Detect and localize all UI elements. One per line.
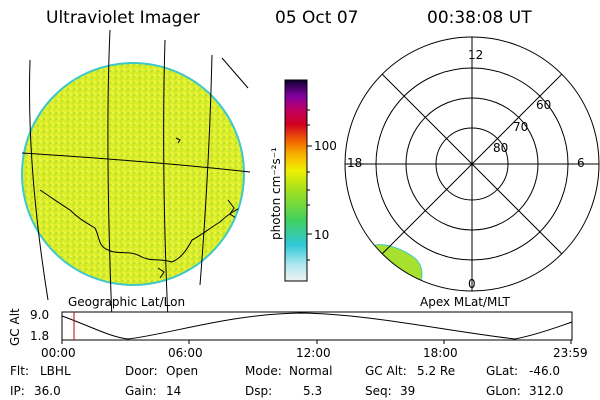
mlt-label-18: 18: [347, 156, 363, 170]
dsp-label: Dsp:: [245, 384, 273, 398]
colorbar-tick-100: 100: [314, 139, 337, 153]
gcalt-label: GC Alt:: [365, 364, 407, 378]
polar-plot: [344, 36, 600, 292]
glon-label: GLon:: [486, 384, 521, 398]
timeline-xtick-0000: 00:00: [41, 346, 76, 360]
mlat-label-80: 80: [493, 141, 509, 155]
mode-label: Mode:: [245, 364, 282, 378]
gcalt-value: 5.2 Re: [417, 364, 456, 378]
instrument-title: Ultraviolet Imager: [46, 8, 200, 28]
timeline-xtick-1200: 12:00: [296, 346, 331, 360]
mlt-label-12: 12: [468, 48, 484, 62]
timeline-xtick-0600: 06:00: [168, 346, 203, 360]
timeline-ylabel: GC Alt: [8, 308, 22, 346]
colorbar-tick-10: 10: [314, 228, 330, 242]
flt-label: Flt:: [10, 364, 29, 378]
timeline-xtick-2359: 23:59: [553, 346, 588, 360]
door-label: Door:: [125, 364, 158, 378]
colorbar-unit-label: photon cm⁻²s⁻¹: [269, 147, 283, 240]
mlt-label-6: 6: [577, 156, 585, 170]
time-label: 00:38:08 UT: [427, 8, 532, 28]
colorbar: [284, 79, 312, 282]
seq-label: Seq:: [365, 384, 392, 398]
timeline-xtick-1800: 18:00: [423, 346, 458, 360]
dsp-value: 5.3: [303, 384, 323, 398]
seq-value: 39: [400, 384, 416, 398]
ip-value: 36.0: [34, 384, 61, 398]
altitude-timeline: [61, 311, 573, 344]
door-value: Open: [166, 364, 199, 378]
glon-value: 312.0: [529, 384, 564, 398]
gain-value: 14: [166, 384, 182, 398]
mlt-label-0: 0: [468, 277, 476, 291]
uv-disk-image: [21, 29, 251, 321]
timeline-ytick-max: 9.0: [30, 308, 50, 322]
date-label: 05 Oct 07: [275, 8, 359, 28]
ip-label: IP:: [10, 384, 25, 398]
flt-value: LBHL: [40, 364, 71, 378]
right-panel-caption: Apex MLat/MLT: [420, 295, 510, 309]
mlat-label-70: 70: [513, 120, 529, 134]
timeline-ytick-min: 1.8: [30, 329, 50, 343]
mlat-label-60: 60: [536, 98, 552, 112]
glat-value: -46.0: [529, 364, 561, 378]
glat-label: GLat:: [486, 364, 519, 378]
mode-value: Normal: [289, 364, 333, 378]
left-panel-caption: Geographic Lat/Lon: [68, 295, 186, 309]
gain-label: Gain:: [125, 384, 157, 398]
